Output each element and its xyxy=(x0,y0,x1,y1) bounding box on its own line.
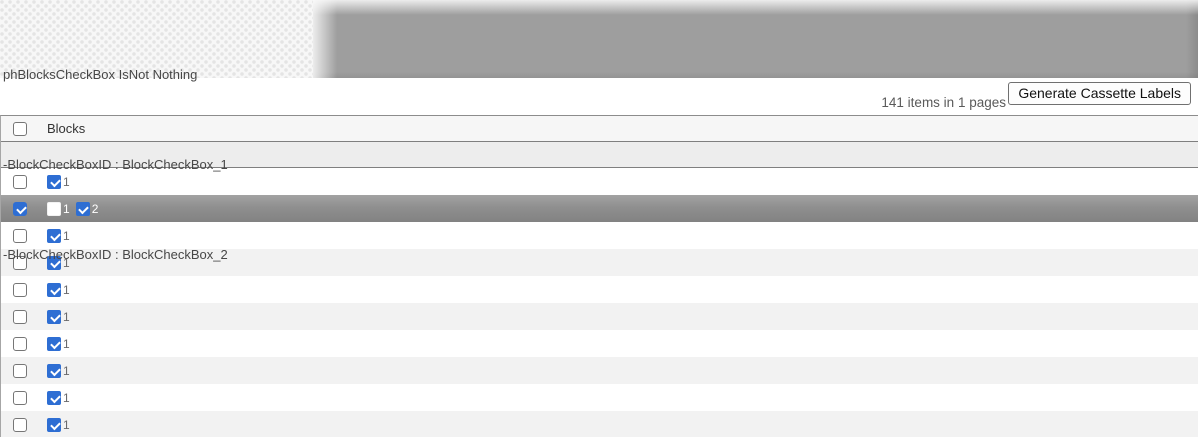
table-row: 1 xyxy=(1,384,1198,411)
block-checkbox[interactable] xyxy=(75,201,90,216)
block-checkbox-label: 1 xyxy=(63,390,70,405)
table-row: 1 xyxy=(1,222,1198,249)
row-select-cell xyxy=(1,228,37,243)
debug-line-2: -BlockCheckBoxID : BlockCheckBox_1 xyxy=(3,157,228,172)
generate-cassette-labels-button[interactable]: Generate Cassette Labels xyxy=(1008,82,1191,105)
blocks-cell: 1 xyxy=(37,390,76,405)
items-count-label: 141 items in 1 pages xyxy=(881,95,1006,110)
row-select-checkbox[interactable] xyxy=(13,201,27,216)
header-select-cell xyxy=(1,121,37,136)
block-checkbox-label: 2 xyxy=(91,201,99,216)
table-row: 1 xyxy=(1,330,1198,357)
blocks-cell: 1 xyxy=(37,417,76,432)
row-select-cell xyxy=(1,309,37,324)
blocks-cell: 1 2 xyxy=(37,201,104,216)
block-checkbox-label: 1 xyxy=(63,309,70,324)
blocks-grid: Blocks 1 1 2 xyxy=(0,115,1198,437)
table-row: 1 2 xyxy=(1,195,1198,222)
block-checkbox[interactable] xyxy=(47,282,61,297)
table-row: 1 xyxy=(1,303,1198,330)
grid-filter-row xyxy=(1,141,1198,168)
row-select-cell xyxy=(1,363,37,378)
row-select-cell xyxy=(1,282,37,297)
row-select-cell xyxy=(1,255,37,270)
blocks-cell: 1 xyxy=(37,255,76,270)
select-all-checkbox[interactable] xyxy=(13,121,27,136)
block-checkbox[interactable] xyxy=(47,174,61,189)
blocks-column-header: Blocks xyxy=(47,121,86,136)
debug-line-1: phBlocksCheckBox IsNot Nothing xyxy=(3,67,198,82)
table-row: 1 xyxy=(1,276,1198,303)
toolbar: 141 items in 1 pages Generate Cassette L… xyxy=(0,78,1198,115)
debug-line-3: -BlockCheckBoxID : BlockCheckBox_2 xyxy=(3,247,228,262)
block-checkbox[interactable] xyxy=(47,363,61,378)
row-select-cell xyxy=(1,336,37,351)
block-checkbox[interactable] xyxy=(47,417,61,432)
blocks-cell: 1 xyxy=(37,309,76,324)
block-checkbox-label: 1 xyxy=(63,228,70,243)
row-select-cell xyxy=(1,390,37,405)
row-select-cell xyxy=(1,174,37,189)
row-select-checkbox[interactable] xyxy=(13,417,27,432)
block-checkbox[interactable] xyxy=(47,390,61,405)
block-checkbox-label: 1 xyxy=(63,174,70,189)
block-checkbox[interactable] xyxy=(47,255,61,270)
blocks-cell: 1 xyxy=(37,228,76,243)
table-row: 1 xyxy=(1,168,1198,195)
row-select-cell xyxy=(1,417,37,432)
block-checkbox-label: 1 xyxy=(63,282,70,297)
row-select-cell xyxy=(1,201,37,216)
row-select-checkbox[interactable] xyxy=(13,174,27,189)
row-select-checkbox[interactable] xyxy=(13,363,27,378)
block-checkbox-label: 1 xyxy=(63,201,70,216)
row-select-checkbox[interactable] xyxy=(13,390,27,405)
table-row: 1 xyxy=(1,411,1198,437)
grid-header-row: Blocks xyxy=(1,116,1198,141)
row-select-checkbox[interactable] xyxy=(13,255,27,270)
row-select-checkbox[interactable] xyxy=(13,336,27,351)
table-row: 1 xyxy=(1,249,1198,276)
block-checkbox[interactable] xyxy=(47,336,61,351)
row-select-checkbox[interactable] xyxy=(13,309,27,324)
block-checkbox-label: 1 xyxy=(63,363,70,378)
block-checkbox[interactable] xyxy=(47,228,61,243)
blocks-cell: 1 xyxy=(37,174,76,189)
gray-overlay-band xyxy=(313,0,1198,78)
table-row: 1 xyxy=(1,357,1198,384)
block-checkbox[interactable] xyxy=(47,309,61,324)
block-checkbox[interactable] xyxy=(47,201,61,216)
row-select-checkbox[interactable] xyxy=(13,282,27,297)
blocks-cell: 1 xyxy=(37,336,76,351)
debug-banner: phBlocksCheckBox IsNot Nothing -BlockChe… xyxy=(0,0,1198,262)
row-select-checkbox[interactable] xyxy=(13,228,27,243)
block-checkbox-label: 1 xyxy=(63,417,70,432)
blocks-cell: 1 xyxy=(37,282,76,297)
debug-text: phBlocksCheckBox IsNot Nothing -BlockChe… xyxy=(3,0,228,330)
blocks-cell: 1 xyxy=(37,363,76,378)
block-checkbox-label: 1 xyxy=(63,255,70,270)
block-checkbox-label: 1 xyxy=(63,336,70,351)
